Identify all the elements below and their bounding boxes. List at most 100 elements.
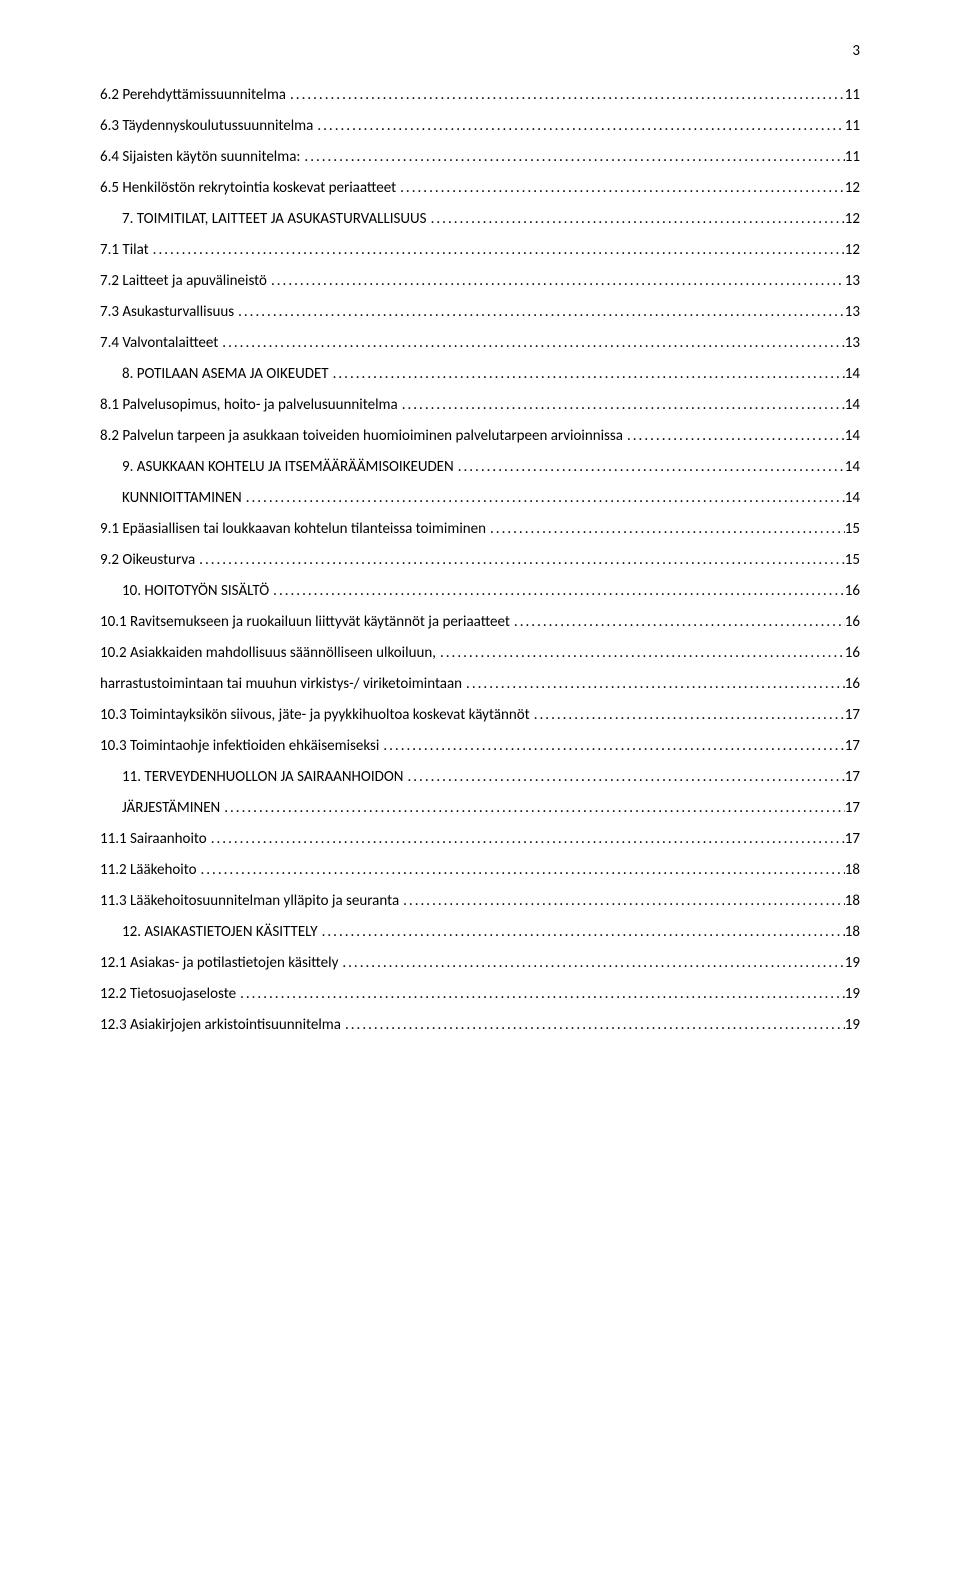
toc-entry-page: 11 (845, 119, 860, 134)
toc-entry-label: 7. TOIMITILAT, LAITTEET JA ASUKASTURVALL… (122, 212, 427, 227)
toc-entry-label: 8.1 Palvelusopimus, hoito- ja palvelusuu… (100, 398, 398, 413)
toc-leader-dots (454, 460, 845, 475)
toc-entry-label: 10.2 Asiakkaiden mahdollisuus säännöllis… (100, 646, 436, 661)
toc-leader-dots (379, 739, 844, 754)
toc-entry-page: 13 (845, 336, 860, 351)
toc-entry-label: 11.3 Lääkehoitosuunnitelman ylläpito ja … (100, 894, 399, 909)
toc-leader-dots (207, 832, 845, 847)
toc-entry-label: 10.1 Ravitsemukseen ja ruokailuun liitty… (100, 615, 510, 630)
toc-entry-page: 19 (845, 956, 860, 971)
toc-entry-label: 11. TERVEYDENHUOLLON JA SAIRAANHOIDON (122, 770, 403, 785)
toc-entry: 6.4 Sijaisten käytön suunnitelma:11 (100, 150, 860, 165)
toc-entry-page: 16 (845, 646, 860, 661)
toc-entry-page: 16 (845, 615, 860, 630)
toc-entry: 6.2 Perehdyttämissuunnitelma 11 (100, 88, 860, 103)
toc-entry: 10.2 Asiakkaiden mahdollisuus säännöllis… (100, 646, 860, 661)
toc-entry: harrastustoimintaan tai muuhun virkistys… (100, 677, 860, 692)
toc-entry: 6.5 Henkilöstön rekrytointia koskevat pe… (100, 181, 860, 196)
toc-entry-page: 13 (845, 305, 860, 320)
toc-entry-page: 14 (845, 367, 860, 382)
toc-entry-label: 12.3 Asiakirjojen arkistointisuunnitelma (100, 1018, 341, 1033)
toc-entry-page: 18 (845, 894, 860, 909)
toc-leader-dots (195, 553, 845, 568)
toc-entry: 9.1 Epäasiallisen tai loukkaavan kohtelu… (100, 522, 860, 537)
toc-entry: 11.2 Lääkehoito18 (100, 863, 860, 878)
toc-leader-dots (486, 522, 845, 537)
toc-entry-page: 11 (845, 88, 860, 103)
toc-entry-label: 7.1 Tilat (100, 243, 149, 258)
toc-entry: 11.3 Lääkehoitosuunnitelman ylläpito ja … (100, 894, 860, 909)
toc-entry-page: 16 (845, 584, 860, 599)
table-of-contents: 6.2 Perehdyttämissuunnitelma 11 6.3 Täyden… (100, 88, 860, 1033)
toc-entry-page: 19 (845, 987, 860, 1002)
toc-entry-label: 9.1 Epäasiallisen tai loukkaavan kohtelu… (100, 522, 486, 537)
toc-leader-dots (530, 708, 845, 723)
toc-entry-label: 8.2 Palvelun tarpeen ja asukkaan toiveid… (100, 429, 623, 444)
toc-entry-label: 6.2 Perehdyttämissuunnitelma (100, 88, 286, 103)
toc-entry: 11. TERVEYDENHUOLLON JA SAIRAANHOIDON 17 (100, 770, 860, 785)
toc-leader-dots (149, 243, 845, 258)
toc-entry-page: 13 (845, 274, 860, 289)
toc-entry-page: 17 (845, 832, 860, 847)
toc-entry-label: 9.2 Oikeusturva (100, 553, 195, 568)
toc-entry-page: 14 (845, 398, 860, 413)
toc-entry-label: 9. ASUKKAAN KOHTELU JA ITSEMÄÄRÄÄMISOIKE… (122, 460, 454, 475)
toc-entry-page: 17 (845, 708, 860, 723)
toc-leader-dots (510, 615, 845, 630)
toc-entry-label: harrastustoimintaan tai muuhun virkistys… (100, 677, 462, 692)
toc-entry-page: 17 (845, 801, 860, 816)
toc-entry-label: 11.1 Sairaanhoito (100, 832, 207, 847)
toc-entry: 9.2 Oikeusturva15 (100, 553, 860, 568)
toc-entry-label: 11.2 Lääkehoito (100, 863, 196, 878)
toc-entry-label: 12.1 Asiakas- ja potilastietojen käsitte… (100, 956, 338, 971)
toc-entry-label: 7.4 Valvontalaitteet (100, 336, 218, 351)
toc-entry: 10. HOITOTYÖN SISÄLTÖ16 (100, 584, 860, 599)
toc-entry-page: 19 (845, 1018, 860, 1033)
toc-entry-page: 11 (845, 150, 860, 165)
toc-entry-label: 8. POTILAAN ASEMA JA OIKEUDET (122, 367, 329, 382)
toc-entry: 7.3 Asukasturvallisuus13 (100, 305, 860, 320)
toc-leader-dots (396, 181, 845, 196)
toc-entry: 8.1 Palvelusopimus, hoito- ja palvelusuu… (100, 398, 860, 413)
toc-entry: JÄRJESTÄMINEN 17 (100, 801, 860, 816)
toc-leader-dots (329, 367, 845, 382)
toc-entry-label: KUNNIOITTAMINEN (122, 491, 242, 506)
toc-entry-page: 17 (845, 770, 860, 785)
toc-entry: 7.2 Laitteet ja apuvälineistö13 (100, 274, 860, 289)
toc-entry-page: 14 (845, 429, 860, 444)
toc-leader-dots (427, 212, 845, 227)
toc-leader-dots (236, 987, 845, 1002)
toc-entry-page: 15 (845, 522, 860, 537)
toc-leader-dots (341, 1018, 845, 1033)
toc-entry-page: 12 (845, 181, 860, 196)
toc-leader-dots (318, 925, 845, 940)
toc-entry: 7. TOIMITILAT, LAITTEET JA ASUKASTURVALL… (100, 212, 860, 227)
toc-entry-page: 14 (845, 491, 860, 506)
toc-entry: 12.3 Asiakirjojen arkistointisuunnitelma… (100, 1018, 860, 1033)
toc-leader-dots (300, 150, 844, 165)
toc-leader-dots (313, 119, 844, 134)
toc-leader-dots (623, 429, 845, 444)
toc-entry-label: 12. ASIAKASTIETOJEN KÄSITTELY (122, 925, 318, 940)
toc-entry-label: 6.3 Täydennyskoulutussuunnitelma (100, 119, 313, 134)
toc-entry-page: 16 (845, 677, 860, 692)
toc-leader-dots (398, 398, 845, 413)
toc-leader-dots (403, 770, 844, 785)
toc-entry: 10.3 Toimintaohje infektioiden ehkäisemi… (100, 739, 860, 754)
toc-entry: KUNNIOITTAMINEN 14 (100, 491, 860, 506)
toc-entry: 12. ASIAKASTIETOJEN KÄSITTELY18 (100, 925, 860, 940)
toc-leader-dots (196, 863, 844, 878)
toc-entry-label: 10.3 Toimintaohje infektioiden ehkäisemi… (100, 739, 379, 754)
toc-entry: 12.2 Tietosuojaseloste19 (100, 987, 860, 1002)
toc-entry: 9. ASUKKAAN KOHTELU JA ITSEMÄÄRÄÄMISOIKE… (100, 460, 860, 475)
document-page: 3 6.2 Perehdyttämissuunnitelma116.3 Täyd… (0, 0, 960, 1590)
toc-leader-dots (220, 801, 845, 816)
toc-entry-page: 17 (845, 739, 860, 754)
toc-entry-page: 14 (845, 460, 860, 475)
toc-entry: 12.1 Asiakas- ja potilastietojen käsitte… (100, 956, 860, 971)
toc-leader-dots (436, 646, 845, 661)
toc-entry-label: JÄRJESTÄMINEN (122, 801, 220, 816)
toc-leader-dots (462, 677, 845, 692)
toc-entry: 7.4 Valvontalaitteet 13 (100, 336, 860, 351)
toc-entry-label: 10.3 Toimintayksikön siivous, jäte- ja p… (100, 708, 530, 723)
